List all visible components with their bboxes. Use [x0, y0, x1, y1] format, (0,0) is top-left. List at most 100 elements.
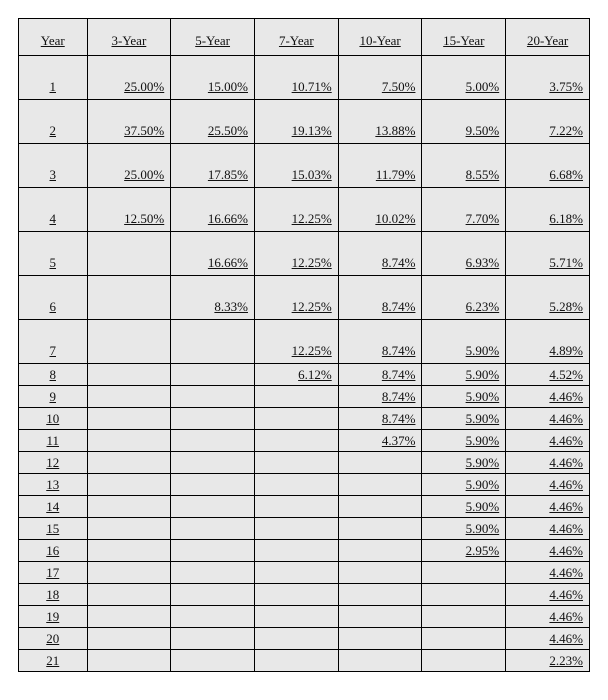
col-header-3-year: 3-Year	[87, 19, 171, 56]
value-cell	[171, 540, 255, 562]
value-cell: 5.90%	[422, 408, 506, 430]
year-cell: 4	[19, 188, 88, 232]
value-cell	[87, 408, 171, 430]
year-cell: 10	[19, 408, 88, 430]
value-cell: 11.79%	[338, 144, 422, 188]
value-cell	[254, 540, 338, 562]
value-cell	[338, 650, 422, 672]
value-cell: 12.25%	[254, 232, 338, 276]
year-cell: 8	[19, 364, 88, 386]
value-cell: 13.88%	[338, 100, 422, 144]
table-row: 86.12%8.74%5.90%4.52%	[19, 364, 590, 386]
depreciation-table: Year3-Year5-Year7-Year10-Year15-Year20-Y…	[18, 18, 590, 672]
value-cell: 17.85%	[171, 144, 255, 188]
year-cell: 2	[19, 100, 88, 144]
value-cell	[422, 650, 506, 672]
value-cell: 7.50%	[338, 56, 422, 100]
year-cell: 15	[19, 518, 88, 540]
value-cell	[254, 496, 338, 518]
value-cell	[87, 628, 171, 650]
value-cell	[422, 628, 506, 650]
value-cell	[254, 386, 338, 408]
value-cell	[254, 562, 338, 584]
value-cell: 5.90%	[422, 386, 506, 408]
table-row: 712.25%8.74%5.90%4.89%	[19, 320, 590, 364]
value-cell: 5.71%	[506, 232, 590, 276]
value-cell	[171, 408, 255, 430]
value-cell: 4.46%	[506, 474, 590, 496]
value-cell	[87, 584, 171, 606]
table-row: 212.23%	[19, 650, 590, 672]
year-cell: 19	[19, 606, 88, 628]
value-cell: 6.23%	[422, 276, 506, 320]
value-cell	[338, 540, 422, 562]
value-cell: 4.46%	[506, 606, 590, 628]
value-cell: 10.02%	[338, 188, 422, 232]
col-header-year: Year	[19, 19, 88, 56]
col-header-10-year: 10-Year	[338, 19, 422, 56]
value-cell	[171, 650, 255, 672]
value-cell: 5.00%	[422, 56, 506, 100]
year-cell: 6	[19, 276, 88, 320]
value-cell: 16.66%	[171, 188, 255, 232]
value-cell: 4.46%	[506, 540, 590, 562]
value-cell: 9.50%	[422, 100, 506, 144]
year-cell: 16	[19, 540, 88, 562]
value-cell: 5.90%	[422, 430, 506, 452]
year-cell: 17	[19, 562, 88, 584]
table-row: 108.74%5.90%4.46%	[19, 408, 590, 430]
table-row: 114.37%5.90%4.46%	[19, 430, 590, 452]
value-cell: 12.25%	[254, 188, 338, 232]
value-cell: 15.03%	[254, 144, 338, 188]
value-cell: 37.50%	[87, 100, 171, 144]
value-cell	[87, 232, 171, 276]
value-cell: 25.50%	[171, 100, 255, 144]
value-cell: 16.66%	[171, 232, 255, 276]
value-cell: 4.46%	[506, 562, 590, 584]
value-cell: 4.46%	[506, 518, 590, 540]
table-row: 15 5.90%4.46%	[19, 518, 590, 540]
value-cell	[171, 628, 255, 650]
value-cell	[254, 606, 338, 628]
value-cell: 5.28%	[506, 276, 590, 320]
value-cell	[171, 364, 255, 386]
value-cell: 15.00%	[171, 56, 255, 100]
year-cell: 12	[19, 452, 88, 474]
table-row: 98.74%5.90%4.46%	[19, 386, 590, 408]
table-row: 14 5.90%4.46%	[19, 496, 590, 518]
table-row: 135.90%4.46%	[19, 474, 590, 496]
value-cell: 5.90%	[422, 452, 506, 474]
value-cell: 10.71%	[254, 56, 338, 100]
value-cell: 8.74%	[338, 364, 422, 386]
year-cell: 11	[19, 430, 88, 452]
value-cell	[87, 606, 171, 628]
value-cell	[171, 606, 255, 628]
table-row: 204.46%	[19, 628, 590, 650]
value-cell	[171, 386, 255, 408]
value-cell	[338, 628, 422, 650]
year-cell: 14	[19, 496, 88, 518]
value-cell: 2.95%	[422, 540, 506, 562]
value-cell: 4.46%	[506, 496, 590, 518]
value-cell: 5.90%	[422, 496, 506, 518]
table-row: 17 4.46%	[19, 562, 590, 584]
table-row: 68.33%12.25%8.74%6.23%5.28%	[19, 276, 590, 320]
year-cell: 1	[19, 56, 88, 100]
value-cell: 8.33%	[171, 276, 255, 320]
value-cell: 4.46%	[506, 452, 590, 474]
value-cell	[171, 562, 255, 584]
value-cell	[87, 386, 171, 408]
value-cell: 4.37%	[338, 430, 422, 452]
table-row: 237.50%25.50%19.13%13.88%9.50%7.22%	[19, 100, 590, 144]
value-cell: 5.90%	[422, 518, 506, 540]
year-cell: 18	[19, 584, 88, 606]
value-cell: 4.89%	[506, 320, 590, 364]
value-cell	[171, 320, 255, 364]
value-cell	[254, 452, 338, 474]
value-cell: 25.00%	[87, 144, 171, 188]
value-cell: 8.74%	[338, 320, 422, 364]
value-cell	[254, 650, 338, 672]
value-cell: 8.55%	[422, 144, 506, 188]
year-cell: 9	[19, 386, 88, 408]
value-cell: 4.52%	[506, 364, 590, 386]
